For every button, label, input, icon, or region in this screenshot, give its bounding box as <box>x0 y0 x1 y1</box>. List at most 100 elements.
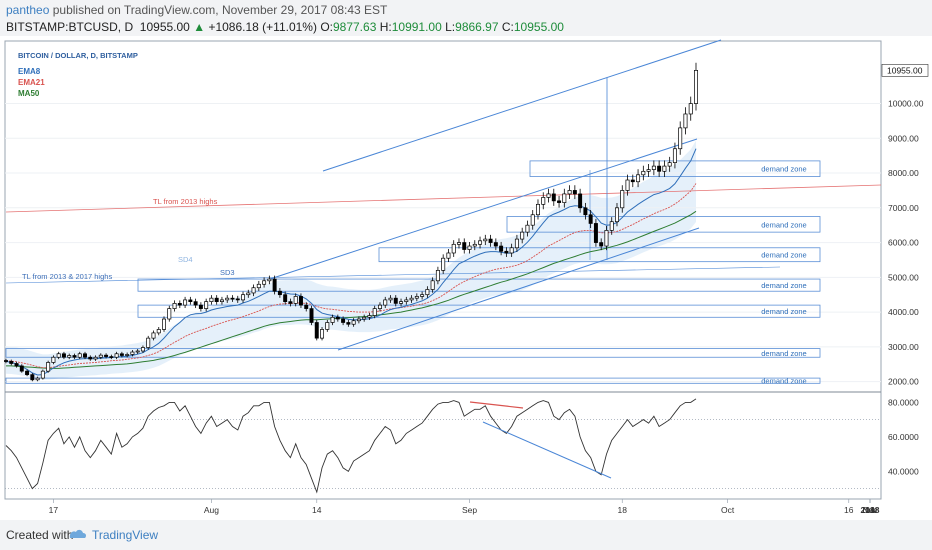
candle-body <box>425 289 430 296</box>
demand-zone-label: demand zone <box>761 165 806 174</box>
candle-body <box>478 240 483 245</box>
candle-body <box>51 356 56 363</box>
candle-body <box>599 242 604 247</box>
candle-body <box>77 353 82 358</box>
tradingview-link[interactable]: TradingView <box>92 528 159 542</box>
demand-zone-label: demand zone <box>761 251 806 260</box>
candle-body <box>177 303 182 306</box>
candle-body <box>646 169 651 172</box>
oscillator-pane <box>5 398 881 494</box>
candle-body <box>504 250 509 254</box>
published-text: published on TradingView.com, November 2… <box>52 3 388 17</box>
grid <box>5 103 881 383</box>
price-tick-8000: 8000.00 <box>888 168 919 178</box>
candle-body <box>230 297 235 300</box>
candle-body <box>383 299 388 306</box>
candle-body <box>367 315 372 318</box>
candle-body <box>362 316 367 320</box>
candle-body <box>446 252 451 259</box>
candle-body <box>346 322 351 325</box>
candle-body <box>414 296 419 299</box>
candles <box>4 62 698 382</box>
trendlines <box>5 39 882 351</box>
x-tick-label: 18 <box>618 505 628 515</box>
candle-body <box>188 299 193 302</box>
price-change: +1086.18 (+11.01%) <box>208 20 317 34</box>
candle-body <box>204 301 209 309</box>
candle-body <box>119 353 124 356</box>
candle-body <box>241 294 246 301</box>
candle-body <box>325 322 330 330</box>
candle-body <box>672 148 677 163</box>
candle-body <box>193 301 198 306</box>
candle-body <box>615 207 619 223</box>
low-value: 9866.97 <box>455 20 499 34</box>
price-tick-6000: 6000.00 <box>888 238 919 248</box>
candle-body <box>451 243 456 254</box>
candle-body <box>520 231 525 240</box>
demand-zones: demand zone demand zone demand zone demand … <box>5 160 821 386</box>
annotation-sd4: SD4 <box>178 255 193 264</box>
ohlc-line: BITSTAMP:BTCUSD, D 10955.00 ▲ +1086.18 (… <box>6 20 564 34</box>
candle-body <box>56 353 61 358</box>
candle-body <box>146 337 151 348</box>
candle-body <box>683 113 688 129</box>
candle-body <box>356 318 361 322</box>
candle-body <box>372 308 377 316</box>
x-tick-label: Dec <box>862 505 878 515</box>
axes: 10000.00 9000.00 8000.00 7000.00 6000.00 5000… <box>49 64 929 515</box>
demand-zone-box <box>137 304 821 318</box>
candle-body <box>335 316 340 320</box>
candle-body <box>9 361 14 364</box>
candle-body <box>251 287 256 294</box>
channel-upper-line <box>322 39 722 172</box>
candle-body <box>625 179 630 191</box>
up-arrow-icon: ▲ <box>193 20 206 34</box>
demand-zone-box <box>5 377 821 384</box>
candle-body <box>593 223 598 243</box>
candle-body <box>551 193 556 202</box>
legend-ma50: MA50 <box>18 89 40 98</box>
candle-body <box>472 243 477 247</box>
candle-body <box>83 353 87 358</box>
x-tick-label: 17 <box>49 505 59 515</box>
candle-body <box>172 303 177 309</box>
candle-body <box>399 301 404 304</box>
x-tick-label: 16 <box>844 505 854 515</box>
candle-body <box>293 296 298 304</box>
candle-body <box>61 353 66 358</box>
x-tick-label: 18 <box>865 505 875 515</box>
candle-body <box>277 290 282 296</box>
candle-body <box>14 363 19 367</box>
candle-body <box>88 356 93 360</box>
candle-body <box>388 297 393 301</box>
low-label: L: <box>445 20 456 34</box>
divergence-line-blue <box>482 421 612 479</box>
candle-body <box>156 329 161 334</box>
x-tick-label: Nov <box>862 505 878 515</box>
candle-body <box>256 283 261 289</box>
candle-body <box>30 374 35 381</box>
candle-body <box>272 278 277 292</box>
candle-body <box>219 299 224 302</box>
price-tick-3000: 3000.00 <box>888 342 919 352</box>
candle-body <box>67 355 72 358</box>
last-price: 10955.00 <box>139 20 190 34</box>
author-link[interactable]: pantheo <box>6 3 50 17</box>
candle-body <box>430 280 435 290</box>
candle-body <box>167 308 172 320</box>
chart-area[interactable]: demand zone demand zone demand zone demand … <box>0 36 932 520</box>
candle-body <box>283 294 288 302</box>
demand-zone-label: demand zone <box>761 349 806 358</box>
close-value: 10955.00 <box>513 20 564 34</box>
candle-body <box>209 297 214 302</box>
candle-body <box>314 322 319 339</box>
legend-ema8: EMA8 <box>18 67 41 76</box>
candle-body <box>225 297 230 301</box>
candle-body <box>114 353 119 358</box>
demand-zone-label: demand zone <box>761 307 806 316</box>
candle-body <box>483 238 488 242</box>
ma50-line <box>6 210 697 369</box>
price-tick-2000: 2000.00 <box>888 377 919 387</box>
last-price-label: 10955.00 <box>887 65 923 75</box>
